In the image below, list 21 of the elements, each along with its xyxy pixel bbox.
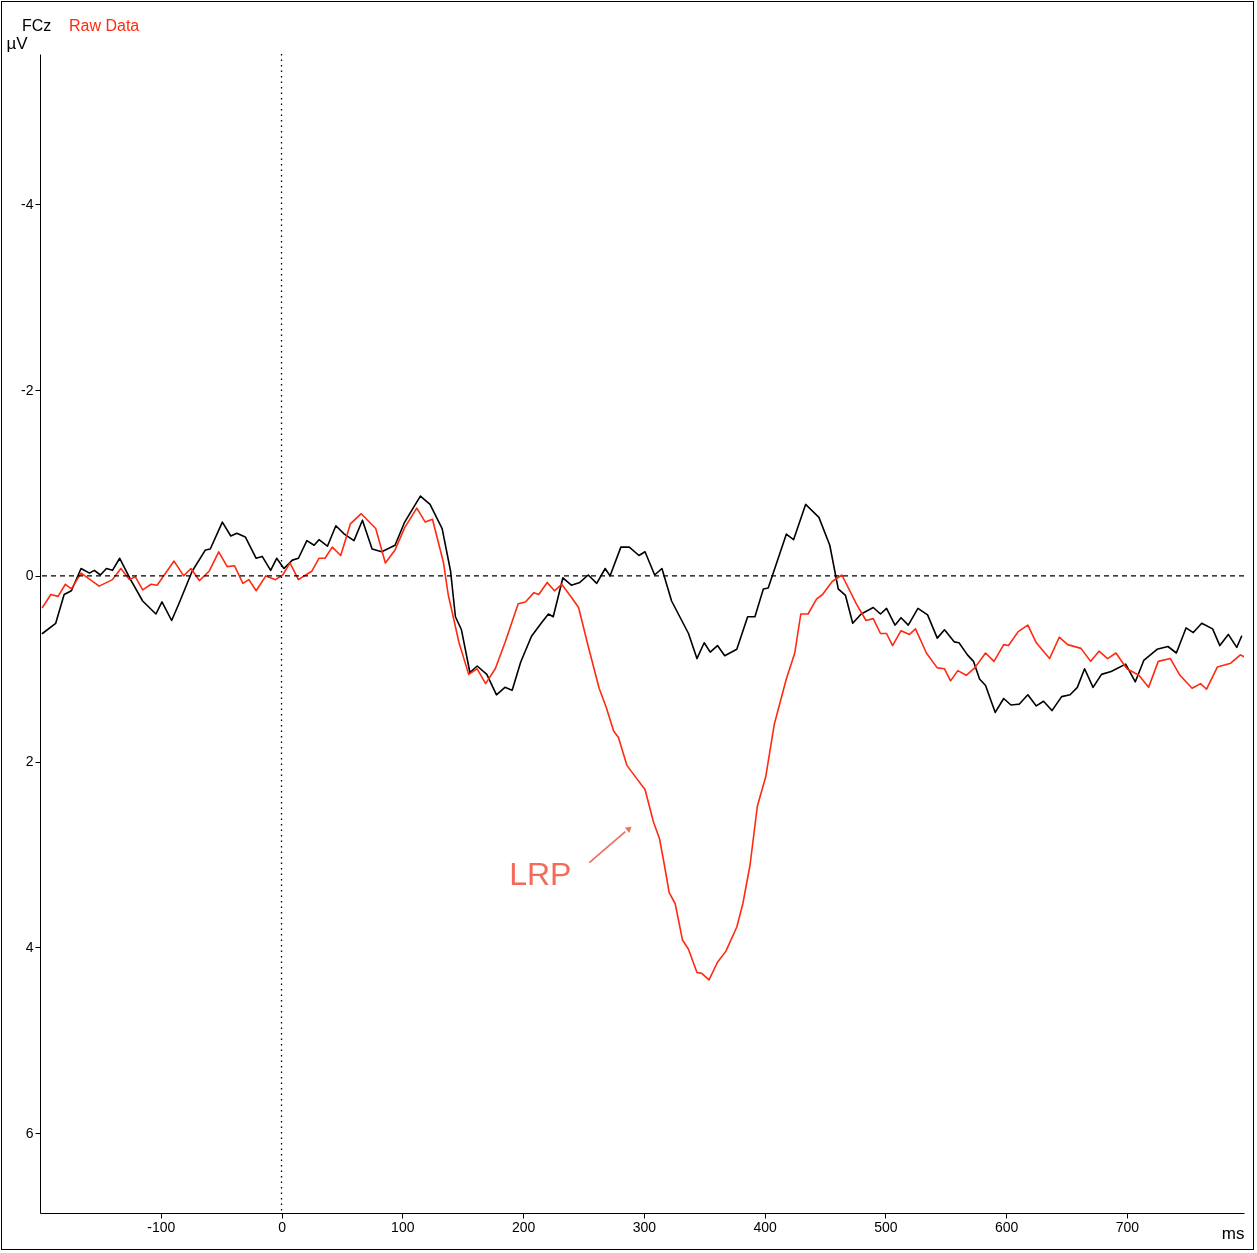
x-tick-label: -100: [147, 1218, 176, 1235]
x-tick-label: 600: [994, 1218, 1019, 1235]
x-tick-label: 500: [874, 1218, 898, 1235]
y-tick-label: -2: [21, 381, 34, 398]
x-axis-title: ms: [1221, 1223, 1245, 1243]
text: Raw Data: [69, 17, 140, 34]
x-tick-label: 100: [391, 1218, 415, 1235]
y-axis-title: µV: [6, 33, 29, 53]
line-series: [41, 507, 1244, 981]
y-tick-label: 0: [25, 567, 34, 584]
annotation: LRP: [509, 855, 572, 892]
y-tick-label: 4: [25, 938, 34, 955]
y-tick-label: -4: [21, 195, 34, 212]
x-tick-label: 400: [753, 1218, 777, 1235]
y-tick-label: 2: [25, 753, 34, 770]
text: FCz: [22, 17, 52, 34]
x-tick-label: 200: [511, 1218, 536, 1235]
x-tick-label: 0: [278, 1218, 287, 1235]
y-tick-label: 6: [25, 1124, 34, 1141]
x-tick-label: 700: [1115, 1218, 1140, 1235]
x-tick-label: 300: [632, 1218, 657, 1235]
